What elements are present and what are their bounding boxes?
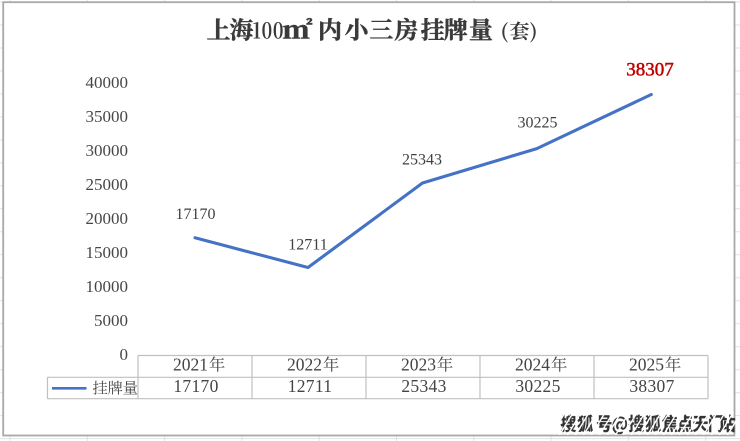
- svg-text:0: 0: [120, 345, 129, 364]
- svg-text:25343: 25343: [402, 152, 442, 169]
- svg-text:25000: 25000: [86, 175, 129, 194]
- svg-text:2022: 2022: [287, 355, 322, 375]
- svg-text:15000: 15000: [86, 243, 129, 262]
- svg-text:2021: 2021: [173, 355, 208, 375]
- svg-text:2023: 2023: [401, 355, 436, 375]
- svg-text:35000: 35000: [86, 107, 129, 126]
- svg-text:20000: 20000: [86, 209, 129, 228]
- svg-text:2025: 2025: [629, 355, 664, 375]
- svg-text:30225: 30225: [518, 115, 558, 132]
- svg-text:12711: 12711: [288, 376, 333, 396]
- svg-text:40000: 40000: [86, 73, 129, 92]
- svg-text:12711: 12711: [288, 237, 327, 254]
- svg-text:38307: 38307: [626, 60, 674, 81]
- svg-text:17170: 17170: [173, 376, 218, 396]
- svg-text:38307: 38307: [629, 376, 674, 396]
- svg-text:2024: 2024: [515, 355, 550, 375]
- svg-text:30225: 30225: [515, 376, 560, 396]
- svg-text:10000: 10000: [86, 277, 129, 296]
- svg-text:5000: 5000: [94, 311, 128, 330]
- svg-text:17170: 17170: [176, 206, 216, 223]
- svg-text:25343: 25343: [401, 376, 446, 396]
- svg-text:30000: 30000: [86, 141, 129, 160]
